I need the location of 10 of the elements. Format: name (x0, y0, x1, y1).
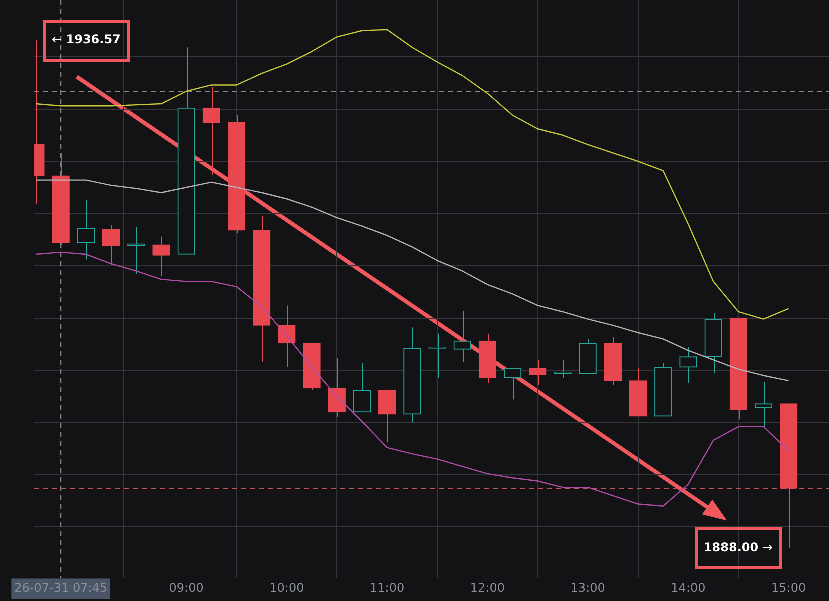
x-tick-label: 13:00 (570, 580, 606, 595)
annotation: 1888.00 → (704, 540, 773, 554)
x-tick-label: 11:00 (370, 580, 405, 595)
x-tick-label: 15:00 (772, 580, 806, 595)
x-tick-label: 09:00 (169, 580, 204, 595)
x-tick-label: 12:00 (470, 580, 506, 595)
annotation: ← 1936.57 (52, 32, 121, 47)
x-tick-label: 26-07-31 07:45 (14, 580, 108, 595)
x-tick-label: 10:00 (270, 580, 304, 595)
x-tick-label: 14:00 (671, 580, 706, 595)
